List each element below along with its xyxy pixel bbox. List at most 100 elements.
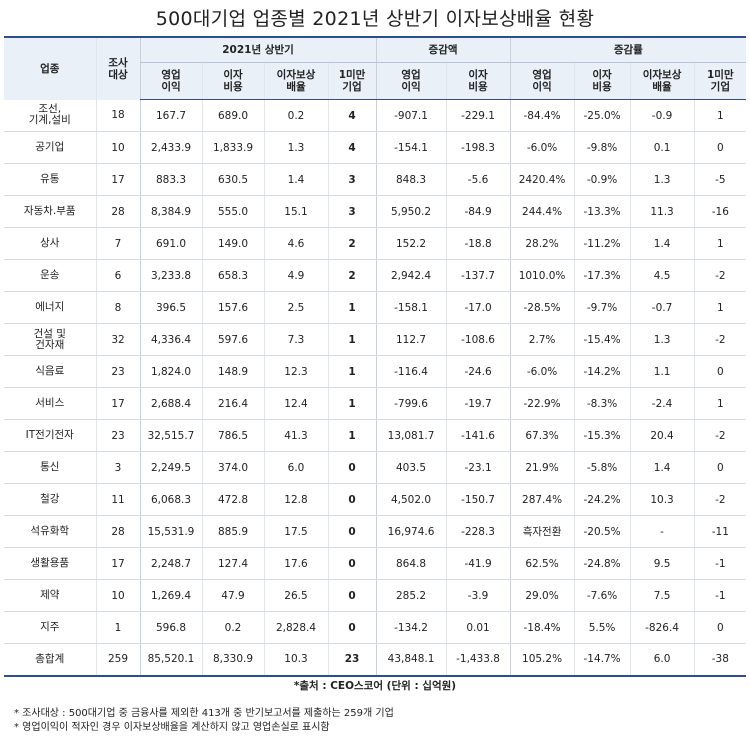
table-row: 총합계 259 85,520.1 8,330.9 10.3 23 43,848.1 -1,43… xyxy=(4,643,747,677)
subheader-d-int: 이자 비용 xyxy=(445,62,511,100)
cell-rate-icr: -2.4 xyxy=(629,387,695,420)
cell-rate-icr: 1.3 xyxy=(629,323,695,356)
cell-survey-count: 28 xyxy=(95,515,140,548)
cell-icr: 4.9 xyxy=(263,259,328,292)
cell-icr: 6.0 xyxy=(263,451,328,484)
cell-rate-interest: -9.7% xyxy=(573,291,631,324)
cell-rate-interest: -20.5% xyxy=(573,515,631,548)
cell-rate-under1: -2 xyxy=(693,483,747,516)
table-row: 석유화학 28 15,531.9 885.9 17.5 0 16,974.6 -228.3 흑자… xyxy=(4,515,747,548)
subheader-r-int: 이자 비용 xyxy=(573,62,631,100)
cell-change-op-income: -134.2 xyxy=(375,611,447,644)
cell-icr: 10.3 xyxy=(263,643,328,677)
cell-rate-op-income: -84.4% xyxy=(509,99,575,132)
cell-icr: 41.3 xyxy=(263,419,328,452)
cell-survey-count: 18 xyxy=(95,99,140,132)
cell-rate-icr: 6.0 xyxy=(629,643,695,677)
cell-rate-icr: 1.4 xyxy=(629,451,695,484)
cell-icr: 1.3 xyxy=(263,131,328,164)
cell-rate-op-income: 28.2% xyxy=(509,227,575,260)
cell-op-income: 396.5 xyxy=(139,291,202,324)
cell-interest-expense: 630.5 xyxy=(201,163,264,196)
cell-industry: 운송 xyxy=(4,259,96,292)
cell-change-op-income: 4,502.0 xyxy=(375,483,447,516)
subheader-row: 영업 이익 이자 비용 이자보상 배율 1미만 기업 영업 이익 이자 비용 영업 이익 이자… xyxy=(4,62,747,100)
cell-survey-count: 6 xyxy=(95,259,140,292)
cell-industry: 석유화학 xyxy=(4,515,96,548)
cell-rate-under1: -1 xyxy=(693,579,747,612)
cell-rate-op-income: -22.9% xyxy=(509,387,575,420)
cell-rate-icr: 7.5 xyxy=(629,579,695,612)
cell-change-op-income: 5,950.2 xyxy=(375,195,447,228)
cell-rate-under1: -1 xyxy=(693,547,747,580)
cell-under1: 3 xyxy=(327,195,377,228)
cell-icr: 12.8 xyxy=(263,483,328,516)
cell-op-income: 1,269.4 xyxy=(139,579,202,612)
cell-rate-under1: -16 xyxy=(693,195,747,228)
header-group-change-rate: 증감률 xyxy=(509,36,747,63)
cell-rate-interest: -5.8% xyxy=(573,451,631,484)
cell-under1: 0 xyxy=(327,451,377,484)
cell-industry: 유통 xyxy=(4,163,96,196)
cell-rate-icr: 1.1 xyxy=(629,355,695,388)
cell-interest-expense: 148.9 xyxy=(201,355,264,388)
cell-change-interest: -18.8 xyxy=(445,227,511,260)
cell-survey-count: 3 xyxy=(95,451,140,484)
table-row: IT전기전자 23 32,515.7 786.5 41.3 1 13,081.7 -141.6… xyxy=(4,419,747,452)
cell-survey-count: 17 xyxy=(95,387,140,420)
cell-icr: 12.4 xyxy=(263,387,328,420)
table-row: 서비스 17 2,688.4 216.4 12.4 1 -799.6 -19.7 -22.9% -… xyxy=(4,387,747,420)
cell-op-income: 6,068.3 xyxy=(139,483,202,516)
cell-survey-count: 259 xyxy=(95,643,140,677)
cell-interest-expense: 127.4 xyxy=(201,547,264,580)
table-body: 조선, 기계,설비 18 167.7 689.0 0.2 4 -907.1 -229.1 -84… xyxy=(4,99,747,677)
cell-icr: 2.5 xyxy=(263,291,328,324)
cell-rate-icr: -0.7 xyxy=(629,291,695,324)
cell-rate-under1: -38 xyxy=(693,643,747,677)
cell-industry: 상사 xyxy=(4,227,96,260)
cell-rate-icr: 9.5 xyxy=(629,547,695,580)
cell-change-interest: -137.7 xyxy=(445,259,511,292)
cell-rate-op-income: -6.0% xyxy=(509,131,575,164)
cell-under1: 2 xyxy=(327,227,377,260)
cell-icr: 0.2 xyxy=(263,99,328,132)
cell-rate-interest: -17.3% xyxy=(573,259,631,292)
header-group-2021h1: 2021년 상반기 xyxy=(139,36,377,63)
cell-rate-icr: 1.3 xyxy=(629,163,695,196)
cell-interest-expense: 47.9 xyxy=(201,579,264,612)
cell-interest-expense: 597.6 xyxy=(201,323,264,356)
subheader-icr: 이자보상 배율 xyxy=(263,62,328,100)
cell-interest-expense: 8,330.9 xyxy=(201,643,264,677)
cell-op-income: 2,248.7 xyxy=(139,547,202,580)
cell-survey-count: 7 xyxy=(95,227,140,260)
table-row: 유통 17 883.3 630.5 1.4 3 848.3 -5.6 2420.4% -0.9% 1… xyxy=(4,163,747,196)
cell-icr: 7.3 xyxy=(263,323,328,356)
cell-change-op-income: 2,942.4 xyxy=(375,259,447,292)
cell-rate-under1: 0 xyxy=(693,611,747,644)
table-row: 운송 6 3,233.8 658.3 4.9 2 2,942.4 -137.7 1010.0% -… xyxy=(4,259,747,292)
cell-rate-icr: -0.9 xyxy=(629,99,695,132)
cell-icr: 1.4 xyxy=(263,163,328,196)
cell-change-interest: -5.6 xyxy=(445,163,511,196)
cell-industry: 건설 및 건자재 xyxy=(4,323,96,356)
cell-change-op-income: -158.1 xyxy=(375,291,447,324)
cell-op-income: 1,824.0 xyxy=(139,355,202,388)
cell-change-interest: -229.1 xyxy=(445,99,511,132)
cell-change-interest: -150.7 xyxy=(445,483,511,516)
cell-rate-icr: 20.4 xyxy=(629,419,695,452)
cell-op-income: 32,515.7 xyxy=(139,419,202,452)
cell-under1: 4 xyxy=(327,131,377,164)
table-row: 건설 및 건자재 32 4,336.4 597.6 7.3 1 112.7 -108.6 2.7… xyxy=(4,323,747,356)
cell-industry: 통신 xyxy=(4,451,96,484)
cell-rate-op-income: 105.2% xyxy=(509,643,575,677)
cell-rate-under1: 1 xyxy=(693,99,747,132)
cell-rate-interest: -13.3% xyxy=(573,195,631,228)
cell-under1: 1 xyxy=(327,419,377,452)
cell-op-income: 15,531.9 xyxy=(139,515,202,548)
cell-change-interest: -3.9 xyxy=(445,579,511,612)
cell-op-income: 2,433.9 xyxy=(139,131,202,164)
cell-under1: 0 xyxy=(327,483,377,516)
cell-rate-under1: 1 xyxy=(693,387,747,420)
cell-industry: 식음료 xyxy=(4,355,96,388)
cell-change-op-income: 848.3 xyxy=(375,163,447,196)
